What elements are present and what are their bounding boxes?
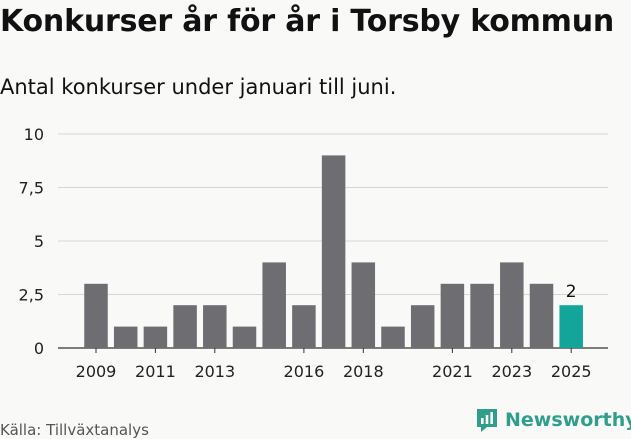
bar xyxy=(143,326,168,348)
y-tick-label: 5 xyxy=(34,232,44,251)
bar xyxy=(113,326,138,348)
y-tick-label: 2,5 xyxy=(19,286,44,305)
bar xyxy=(173,305,197,348)
bar xyxy=(292,305,316,348)
newsworthy-logo-icon xyxy=(477,409,497,432)
x-tick-label: 2016 xyxy=(284,362,325,381)
bar xyxy=(500,262,524,348)
bar xyxy=(381,326,405,348)
brand-logo: Newsworthy xyxy=(475,407,631,433)
chart-subtitle: Antal konkurser under januari till juni. xyxy=(0,75,397,99)
x-tick-label: 2025 xyxy=(551,362,592,381)
y-tick-label: 10 xyxy=(24,125,44,144)
source-note: Källa: Tillväxtanalys xyxy=(0,421,149,439)
bar xyxy=(470,283,494,348)
x-tick-label: 2023 xyxy=(491,362,532,381)
bar xyxy=(529,283,554,348)
bar xyxy=(321,155,346,348)
x-tick-label: 2018 xyxy=(343,362,384,381)
bar xyxy=(232,326,257,348)
x-tick-label: 2009 xyxy=(76,362,117,381)
y-tick-label: 7,5 xyxy=(19,179,44,198)
bar xyxy=(84,283,108,348)
bar xyxy=(440,283,465,348)
bar xyxy=(351,262,376,348)
bar xyxy=(203,305,227,348)
y-tick-label: 0 xyxy=(34,339,44,358)
x-tick-label: 2013 xyxy=(194,362,235,381)
data-label: 2 xyxy=(566,282,577,302)
bar xyxy=(410,305,435,348)
x-tick-label: 2011 xyxy=(135,362,176,381)
x-tick-label: 2021 xyxy=(432,362,473,381)
bar xyxy=(559,305,583,348)
brand-name: Newsworthy xyxy=(505,409,631,431)
bar xyxy=(262,262,286,348)
chart-title: Konkurser år för år i Torsby kommun xyxy=(0,4,615,39)
